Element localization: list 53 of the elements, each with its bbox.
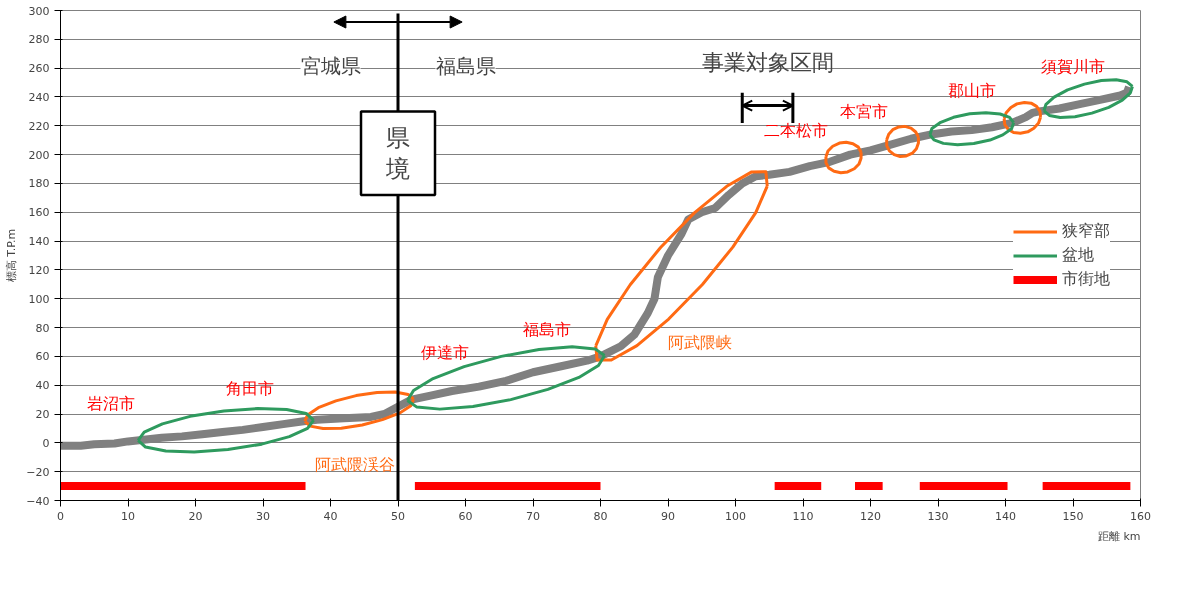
y-tick-label: 200 — [28, 148, 50, 162]
x-tick-label: 70 — [526, 509, 540, 523]
y-tick-label: 300 — [28, 4, 50, 18]
x-tick-label: 10 — [121, 509, 135, 523]
y-tick-label: 240 — [28, 90, 50, 104]
annotation: 阿武隈渓谷 — [315, 455, 396, 475]
y-tick-label: −20 — [26, 465, 50, 479]
y-tick-label: 40 — [35, 379, 50, 393]
y-tick-label: 160 — [28, 206, 50, 220]
legend-label: 市街地 — [1062, 268, 1110, 290]
annotation: 宮城県 — [300, 54, 361, 79]
annotation: 須賀川市 — [1041, 56, 1105, 76]
y-tick-label: 60 — [35, 350, 50, 364]
y-tick-label: 220 — [28, 119, 50, 133]
y-tick-label: 280 — [28, 33, 50, 47]
y-axis-title: 標高 T.P.m — [5, 228, 19, 283]
y-tick-label: 100 — [28, 292, 50, 306]
legend-label: 盆地 — [1062, 244, 1094, 266]
y-tick-label: −40 — [26, 494, 50, 508]
x-tick-label: 30 — [256, 509, 270, 523]
x-tick-label: 100 — [725, 509, 746, 523]
x-tick-label: 40 — [323, 509, 338, 523]
y-tick-label: 80 — [35, 321, 50, 335]
annotation: 伊達市 — [421, 342, 470, 362]
y-tick-label: 20 — [35, 408, 50, 422]
x-tick-label: 0 — [57, 509, 64, 523]
x-tick-label: 20 — [188, 509, 203, 523]
x-tick-label: 80 — [593, 509, 608, 523]
x-tick-label: 150 — [1062, 509, 1084, 523]
x-tick-label: 120 — [860, 509, 881, 523]
annotation: 二本松市 — [764, 120, 829, 140]
x-tick-label: 160 — [1130, 509, 1151, 523]
x-tick-label: 50 — [391, 509, 405, 523]
x-tick-label: 130 — [927, 509, 949, 523]
legend-label: 狭窄部 — [1062, 220, 1110, 242]
y-tick-label: 260 — [28, 62, 50, 76]
x-tick-label: 60 — [458, 509, 473, 523]
x-tick-label: 110 — [792, 509, 814, 523]
annotation: 角田市 — [225, 379, 274, 399]
x-axis-title: 距離 km — [1097, 529, 1141, 543]
annotation: 福島市 — [522, 319, 571, 339]
y-tick-label: 0 — [42, 436, 50, 450]
x-tick-label: 90 — [661, 509, 675, 523]
x-tick-label: 140 — [995, 509, 1016, 523]
y-tick-label: 140 — [28, 235, 50, 249]
ref-line-label: 県境 — [385, 123, 410, 183]
annotation: 郡山市 — [947, 80, 996, 100]
y-tick-label: 180 — [28, 177, 50, 191]
annotation: 福島県 — [435, 54, 496, 79]
annotation: 本宮市 — [839, 102, 888, 122]
annotation: 阿武隈峡 — [667, 333, 732, 353]
y-tick-label: 120 — [28, 263, 50, 277]
annotation: 岩沼市 — [87, 394, 136, 414]
